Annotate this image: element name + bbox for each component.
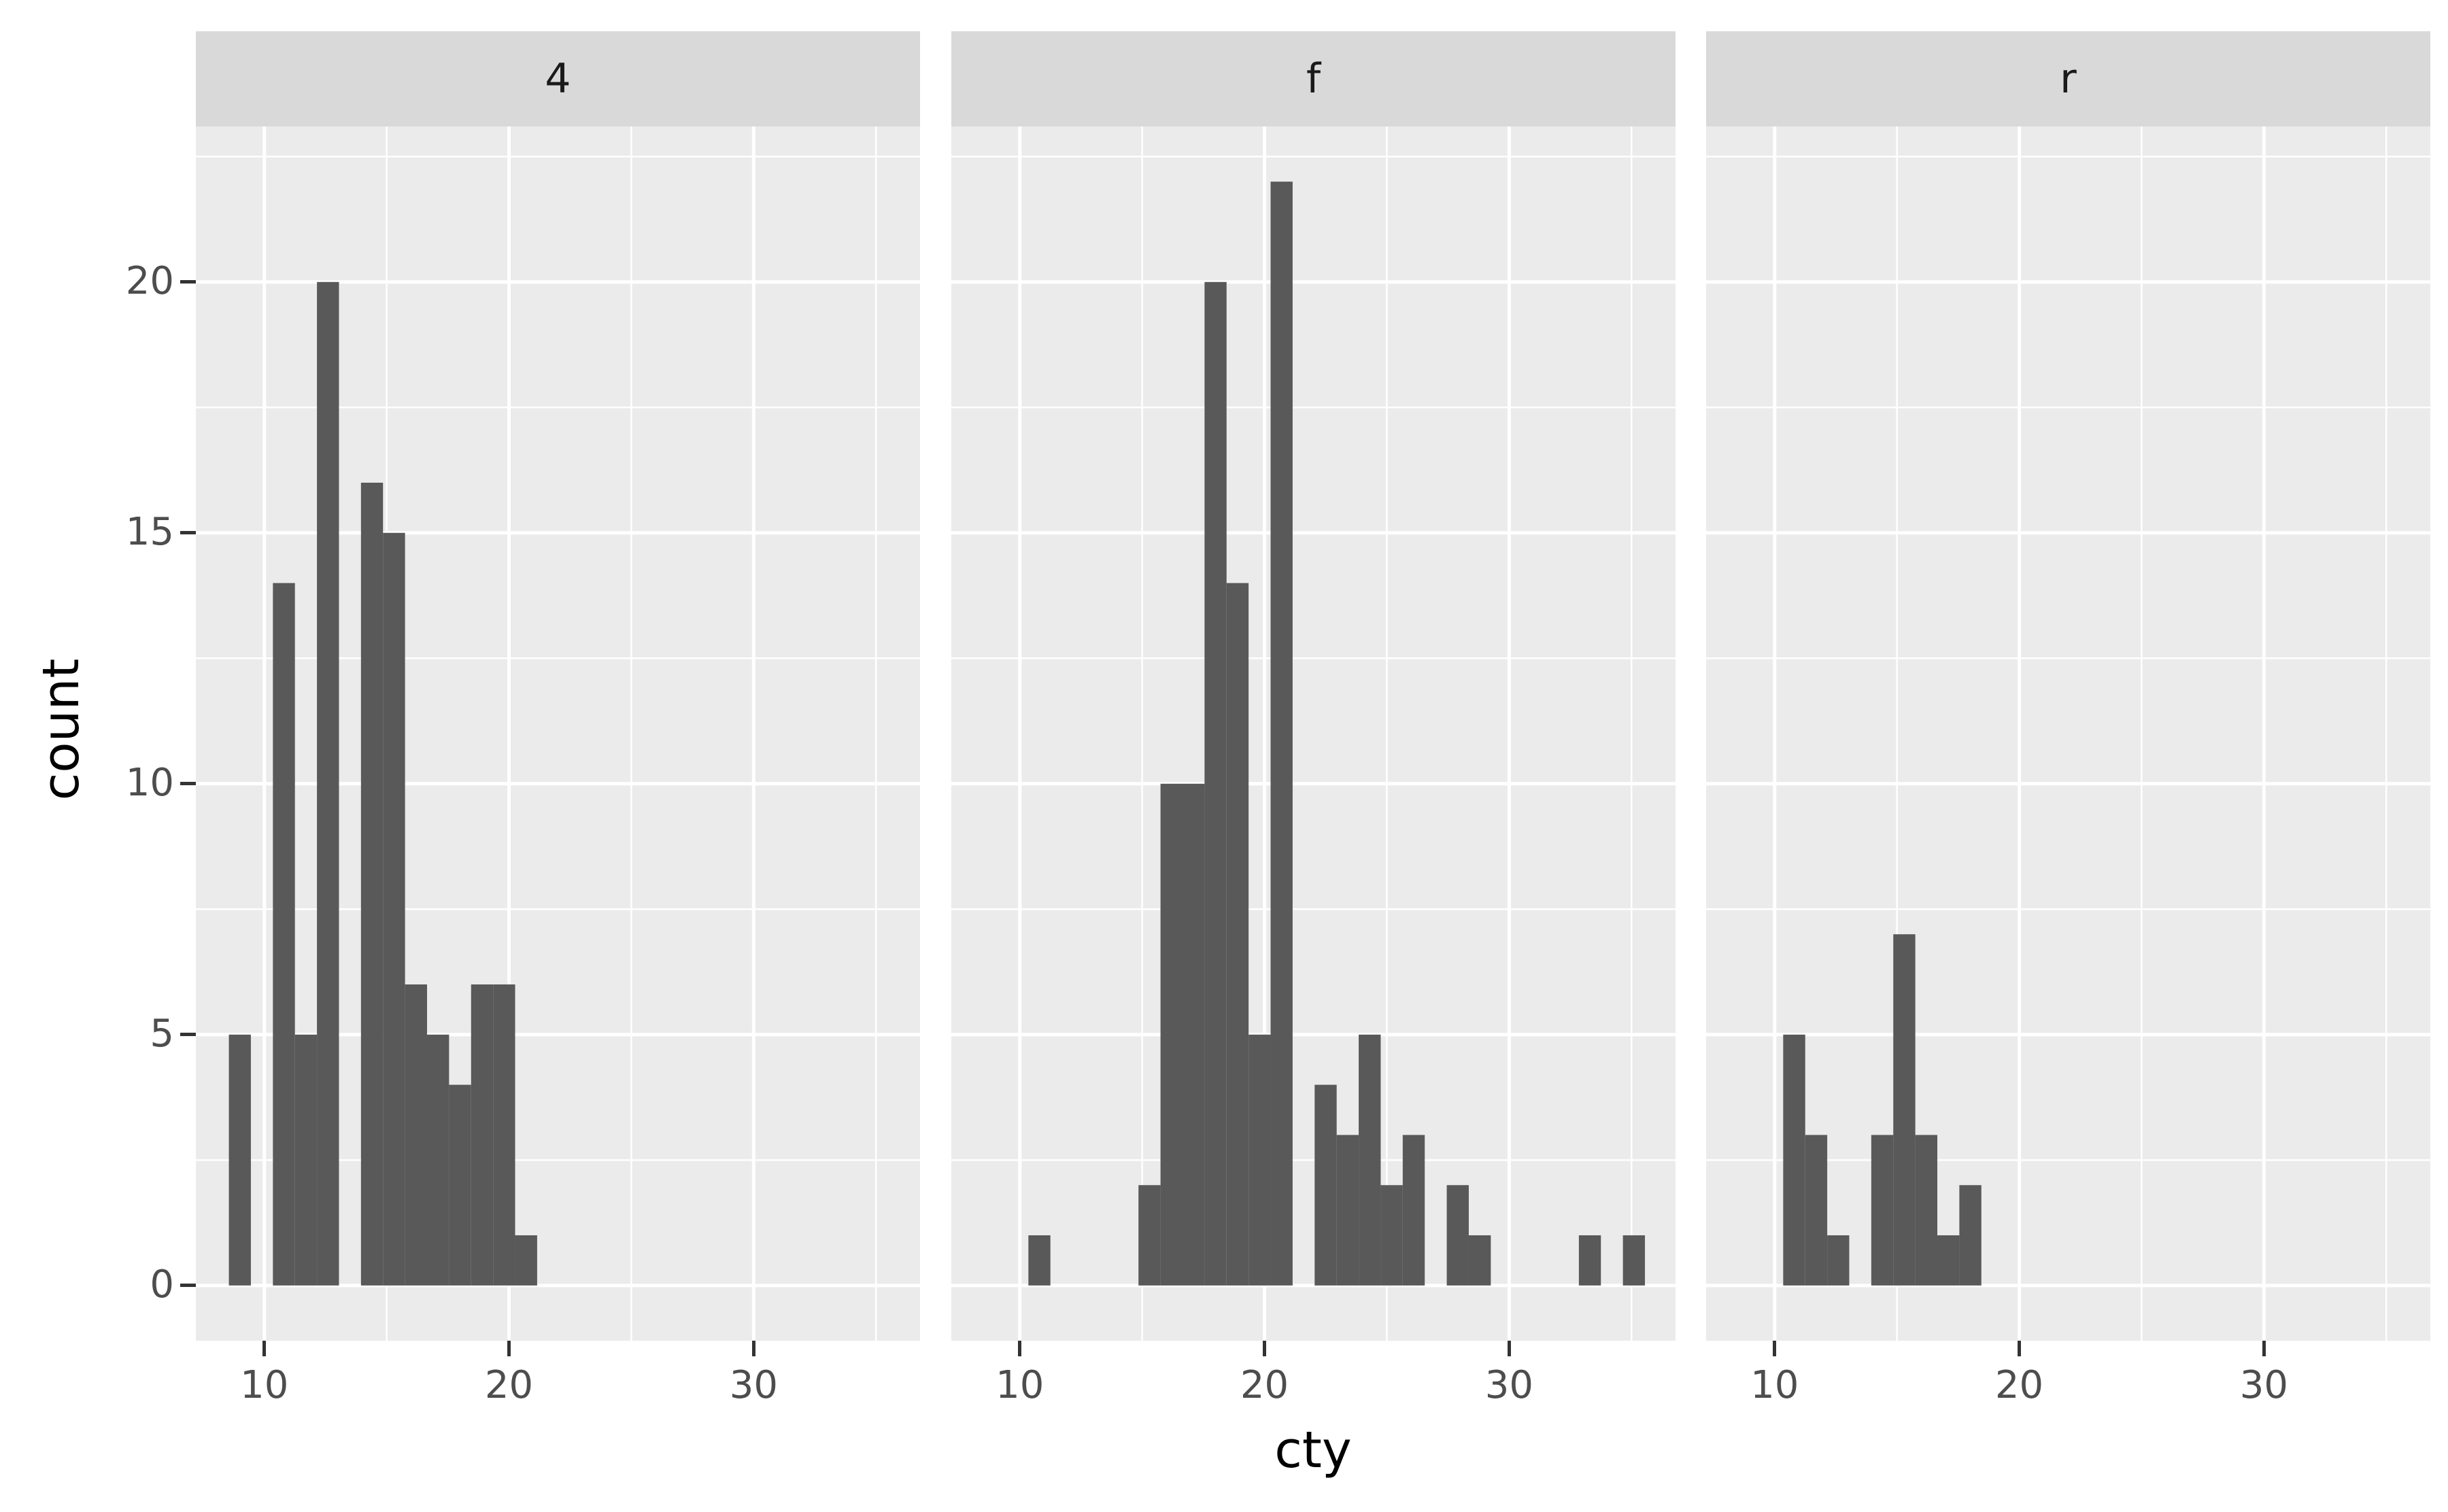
histogram-bar (1359, 1034, 1381, 1286)
x-tick-mark (507, 1341, 511, 1356)
histogram-bar (1226, 583, 1249, 1286)
plot-area (1706, 126, 2430, 1341)
facet-panel-f: f (951, 31, 1676, 1341)
facet-strip-label: r (1706, 31, 2430, 126)
histogram-bar (1248, 1034, 1271, 1286)
histogram-bars (951, 126, 1676, 1341)
x-axis-title: cty (1274, 1421, 1352, 1479)
histogram-bar (360, 482, 384, 1286)
histogram-bar (1160, 783, 1183, 1286)
histogram-bar (294, 1034, 318, 1286)
histogram-bar (1959, 1185, 1982, 1286)
histogram-bar (471, 984, 494, 1286)
x-tick-mark (1018, 1341, 1022, 1356)
x-tick-label: 30 (2239, 1363, 2288, 1407)
x-tick-label: 30 (1484, 1363, 1533, 1407)
x-tick-mark (751, 1341, 755, 1356)
histogram-bar (1314, 1084, 1337, 1286)
histogram-bar (317, 281, 339, 1286)
x-tick-label: 30 (729, 1363, 778, 1407)
y-tick-mark (180, 531, 196, 535)
histogram-bar (1270, 182, 1293, 1286)
histogram-bar (1028, 1235, 1051, 1286)
facet-panel-r: r (1706, 31, 2430, 1341)
histogram-bar (1915, 1135, 1938, 1286)
x-tick-mark (1773, 1341, 1777, 1356)
histogram-bar (1380, 1185, 1403, 1286)
y-tick-mark (180, 280, 196, 284)
x-tick-mark (2262, 1341, 2266, 1356)
facet-strip-label: f (951, 31, 1676, 126)
x-tick-label: 20 (1994, 1363, 2044, 1407)
histogram-bar (427, 1034, 449, 1286)
histogram-bar (493, 984, 515, 1286)
facet-strip-label: 4 (196, 31, 920, 126)
histogram-bar (1446, 1185, 1469, 1286)
histogram-bar (1183, 783, 1205, 1286)
plot-area (196, 126, 920, 1341)
histogram-bar (1578, 1235, 1601, 1286)
histogram-bar (1468, 1235, 1491, 1286)
histogram-bar (1871, 1135, 1894, 1286)
y-tick-label: 15 (125, 509, 174, 554)
histogram-bar (1402, 1135, 1425, 1286)
histogram-bar (1937, 1235, 1960, 1286)
histogram-bar (405, 984, 428, 1286)
histogram-bar (515, 1235, 537, 1286)
x-tick-label: 20 (1240, 1363, 1289, 1407)
facet-panel-4: 4 (196, 31, 920, 1341)
y-tick-mark (180, 782, 196, 786)
histogram-bar (383, 532, 405, 1286)
histogram-bar (1204, 281, 1227, 1286)
x-tick-label: 20 (484, 1363, 534, 1407)
y-tick-label: 5 (150, 1011, 174, 1056)
histogram-bar (1827, 1235, 1850, 1286)
x-tick-mark (1507, 1341, 1511, 1356)
histogram-bars (1706, 126, 2430, 1341)
x-tick-label: 10 (1750, 1363, 1799, 1407)
plot-area (951, 126, 1676, 1341)
histogram-bars (196, 126, 920, 1341)
histogram-bar (1805, 1135, 1828, 1286)
y-tick-mark (180, 1284, 196, 1288)
y-tick-label: 0 (150, 1262, 174, 1307)
histogram-bar (228, 1034, 251, 1286)
y-tick-label: 10 (125, 760, 174, 805)
histogram-bar (273, 583, 295, 1286)
histogram-bar (1622, 1235, 1646, 1286)
x-tick-mark (1263, 1341, 1267, 1356)
histogram-bar (449, 1084, 471, 1286)
x-tick-mark (2018, 1341, 2022, 1356)
x-tick-mark (262, 1341, 267, 1356)
y-tick-label: 20 (125, 258, 174, 303)
x-tick-label: 10 (240, 1363, 289, 1407)
x-tick-label: 10 (996, 1363, 1044, 1407)
histogram-bar (1336, 1135, 1359, 1286)
histogram-bar (1783, 1034, 1805, 1286)
histogram-bar (1138, 1185, 1161, 1286)
histogram-bar (1893, 934, 1916, 1286)
y-tick-mark (180, 1033, 196, 1037)
